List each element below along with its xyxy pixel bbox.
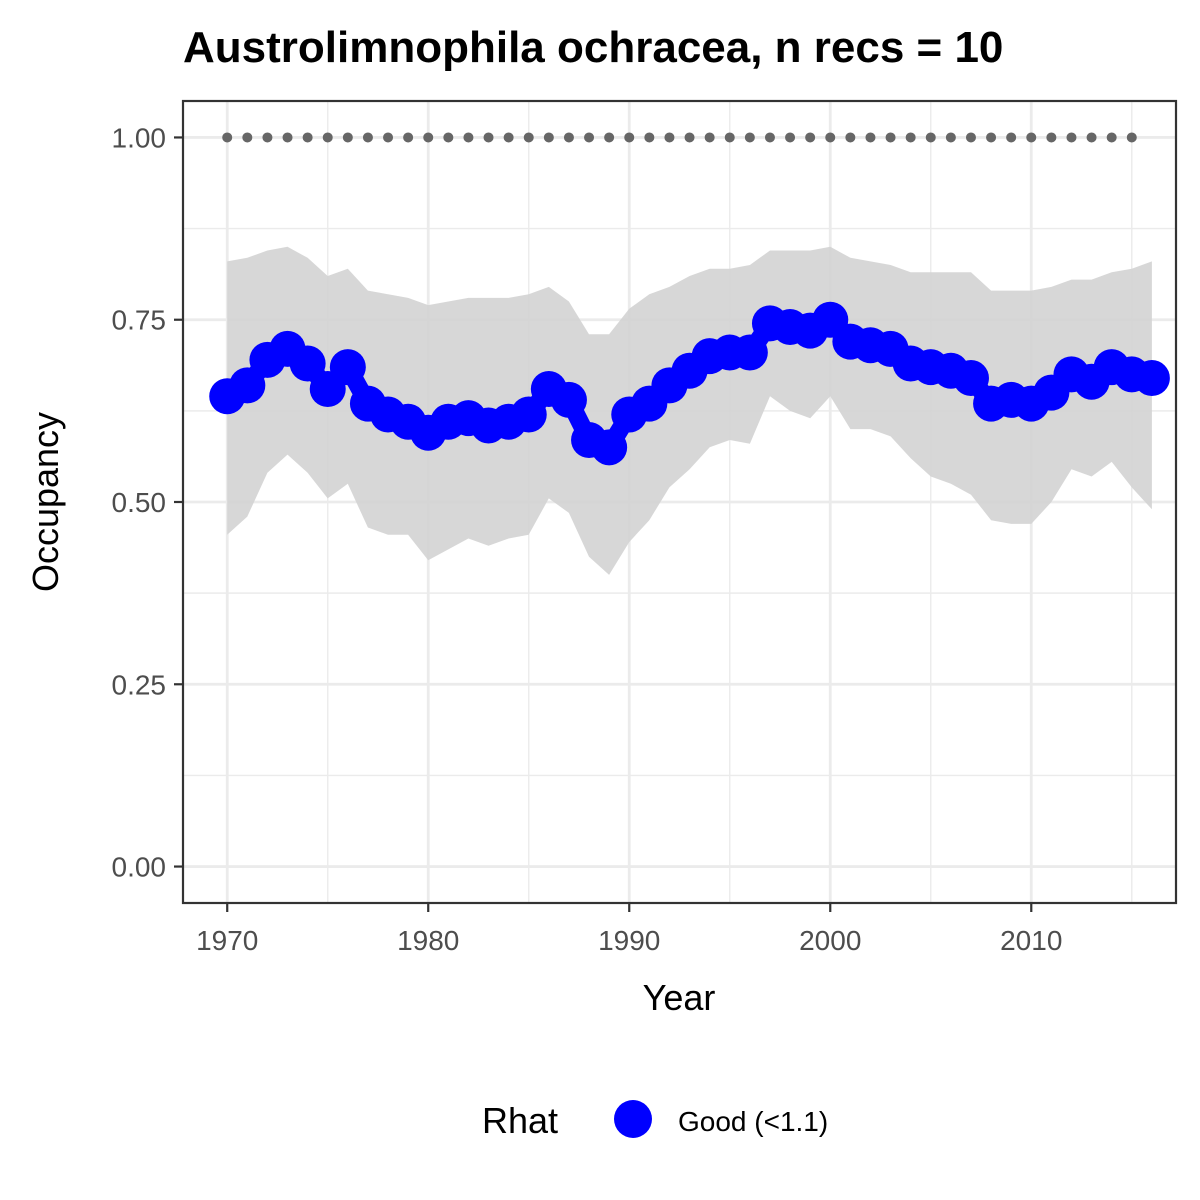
- reference-dot: [584, 132, 595, 143]
- reference-dot: [805, 132, 816, 143]
- reference-dot: [724, 132, 735, 143]
- x-tick-label: 1990: [598, 925, 660, 956]
- occupancy-point: [510, 396, 547, 433]
- reference-dot: [463, 132, 474, 143]
- y-axis: 0.00 0.25 0.50 0.75 1.00: [112, 122, 183, 883]
- occupancy-point: [550, 381, 587, 418]
- occupancy-point: [289, 345, 326, 382]
- reference-line-dots: [222, 132, 1137, 143]
- reference-dot: [423, 132, 434, 143]
- reference-dot: [383, 132, 394, 143]
- reference-dot: [845, 132, 856, 143]
- reference-dot: [825, 132, 836, 143]
- reference-dot: [443, 132, 454, 143]
- reference-dot: [262, 132, 273, 143]
- reference-dot: [664, 132, 675, 143]
- x-axis: 1970 1980 1990 2000 2010: [196, 903, 1062, 956]
- reference-dot: [302, 132, 313, 143]
- chart-title: Austrolimnophila ochracea, n recs = 10: [183, 23, 1003, 72]
- reference-dot: [1046, 132, 1057, 143]
- y-tick-label: 1.00: [112, 122, 167, 153]
- legend-label: Good (<1.1): [678, 1106, 828, 1137]
- y-tick-label: 0.50: [112, 487, 167, 518]
- reference-dot: [965, 132, 976, 143]
- reference-dot: [222, 132, 233, 143]
- occupancy-point: [591, 429, 628, 466]
- legend: Rhat Good (<1.1): [482, 1100, 828, 1141]
- reference-dot: [945, 132, 956, 143]
- reference-dot: [764, 132, 775, 143]
- reference-dot: [1006, 132, 1017, 143]
- reference-dot: [644, 132, 655, 143]
- reference-dot: [322, 132, 333, 143]
- occupancy-point: [1133, 360, 1170, 397]
- y-tick-label: 0.00: [112, 852, 167, 883]
- reference-dot: [543, 132, 554, 143]
- reference-dot: [563, 132, 574, 143]
- reference-dot: [604, 132, 615, 143]
- y-axis-title: Occupancy: [25, 412, 66, 592]
- legend-title: Rhat: [482, 1100, 558, 1141]
- occupancy-point: [329, 349, 366, 386]
- reference-dot: [885, 132, 896, 143]
- reference-dot: [925, 132, 936, 143]
- occupancy-point: [952, 360, 989, 397]
- occupancy-point: [731, 334, 768, 371]
- reference-dot: [342, 132, 353, 143]
- x-tick-label: 1970: [196, 925, 258, 956]
- y-tick-label: 0.25: [112, 669, 167, 700]
- reference-dot: [986, 132, 997, 143]
- credible-interval-ribbon: [227, 246, 1152, 575]
- reference-dot: [503, 132, 514, 143]
- reference-dot: [624, 132, 635, 143]
- reference-dot: [1026, 132, 1037, 143]
- credible-interval-layer: [227, 246, 1152, 575]
- reference-dot: [1106, 132, 1117, 143]
- reference-dot: [865, 132, 876, 143]
- x-tick-label: 2010: [1000, 925, 1062, 956]
- x-axis-title: Year: [643, 977, 716, 1018]
- reference-dot: [362, 132, 373, 143]
- reference-dot: [744, 132, 755, 143]
- reference-dot: [1126, 132, 1137, 143]
- legend-key-marker: [614, 1100, 652, 1138]
- occupancy-point: [229, 367, 266, 404]
- reference-dot: [403, 132, 414, 143]
- plot-panel: [181, 99, 1178, 905]
- reference-dot: [523, 132, 534, 143]
- x-tick-label: 2000: [799, 925, 861, 956]
- reference-dot: [684, 132, 695, 143]
- reference-dot: [1066, 132, 1077, 143]
- reference-dot: [242, 132, 253, 143]
- occupancy-series-layer: [209, 301, 1170, 466]
- reference-dot: [785, 132, 796, 143]
- reference-dot: [704, 132, 715, 143]
- y-tick-label: 0.75: [112, 305, 167, 336]
- x-tick-label: 1980: [397, 925, 459, 956]
- reference-dot: [483, 132, 494, 143]
- reference-dot: [1086, 132, 1097, 143]
- reference-dot: [905, 132, 916, 143]
- reference-dot: [282, 132, 293, 143]
- reference-line-layer: [222, 132, 1137, 143]
